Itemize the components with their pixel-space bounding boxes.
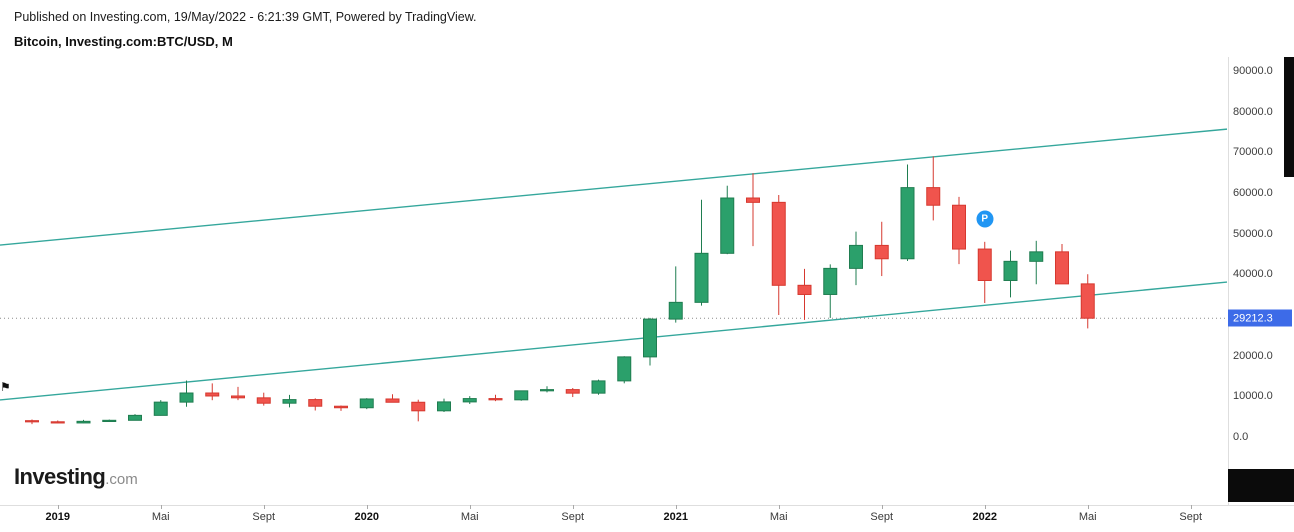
candle[interactable] [900,187,915,260]
candle[interactable] [359,398,374,409]
time-axis-label: 2020 [354,511,379,523]
candle[interactable] [668,301,683,320]
candle[interactable] [1055,251,1069,285]
price-axis-label: 80000.0 [1233,105,1273,118]
candle[interactable] [128,414,142,421]
candle[interactable] [462,398,477,403]
time-axis-label: 2021 [663,511,688,523]
price-axis-border [1228,57,1229,505]
time-axis-label: Mai [769,511,788,523]
candle[interactable] [76,420,91,424]
price-axis-label: 50000.0 [1233,227,1273,240]
candle[interactable] [205,392,220,397]
investing-logo: Investing.com [14,464,138,490]
time-axis-label: 2022 [972,511,997,523]
price-axis-label: 90000.0 [1233,64,1273,77]
time-axis-border [0,505,1294,506]
candle[interactable] [50,421,65,424]
time-axis-tick [572,505,574,509]
time-axis-label: Sept [561,511,585,523]
time-axis-label: Mai [1078,511,1097,523]
price-axis-label: 70000.0 [1233,146,1273,159]
candle[interactable] [1029,251,1044,262]
bottom-right-black-box [1228,469,1294,502]
candle[interactable] [643,318,657,358]
flag-icon: ⚑ [0,380,11,394]
candle[interactable] [488,398,503,401]
trendline-channel-lower[interactable] [0,281,1228,401]
candle[interactable] [179,392,194,403]
published-line: Published on Investing.com, 19/May/2022 … [14,10,477,24]
candle[interactable] [952,204,966,250]
price-axis-label: 20000.0 [1233,349,1273,362]
logo-tld: .com [105,471,138,488]
candle[interactable] [153,401,168,416]
time-axis-tick [366,505,368,509]
time-axis-tick [160,505,162,509]
position-marker[interactable]: P [976,210,994,228]
last-price-label: 29212.3 [1228,309,1292,327]
time-axis-label: Mai [151,511,170,523]
candle[interactable] [540,389,554,392]
candle[interactable] [308,399,323,407]
candle[interactable] [1080,283,1095,319]
candle[interactable] [823,267,838,295]
price-axis-label: 0.0 [1233,431,1249,443]
candle[interactable] [977,248,992,281]
candle[interactable] [617,356,632,382]
candle[interactable] [385,398,400,403]
time-axis-tick [881,505,883,509]
candle[interactable] [746,197,760,203]
time-axis-label: 2019 [45,511,70,523]
time-axis-tick [263,505,265,509]
candle[interactable] [1003,260,1018,281]
candle[interactable] [565,389,580,394]
candle[interactable] [256,397,271,404]
candle[interactable] [771,201,786,286]
time-axis-tick [1087,505,1089,509]
candle[interactable] [231,395,245,399]
candle[interactable] [720,197,735,254]
candle[interactable] [411,401,426,412]
candle[interactable] [849,244,863,269]
candle[interactable] [334,405,348,409]
candle[interactable] [25,420,39,423]
time-axis-tick [1190,505,1192,509]
candle[interactable] [694,252,709,303]
time-axis-label: Sept [252,511,276,523]
time-axis-label: Sept [870,511,894,523]
price-axis-label: 40000.0 [1233,268,1273,281]
candle[interactable] [102,419,117,423]
logo-text: Investing [14,464,106,489]
candle[interactable] [514,390,529,401]
time-axis-label: Sept [1179,511,1203,523]
candle[interactable] [591,380,606,394]
time-axis-label: Mai [460,511,479,523]
time-axis-tick [675,505,677,509]
time-axis-tick [469,505,471,509]
right-scrollbar[interactable] [1284,57,1294,177]
candle[interactable] [437,401,451,412]
time-axis-tick [778,505,780,509]
candle[interactable] [926,187,941,206]
candle[interactable] [874,244,889,260]
time-axis-tick [57,505,59,509]
time-axis-tick [984,505,986,509]
price-axis-label: 60000.0 [1233,186,1273,199]
price-axis-label: 10000.0 [1233,390,1273,403]
candle[interactable] [282,399,297,404]
trendline-channel-upper[interactable] [0,128,1228,246]
candle[interactable] [797,284,812,295]
symbol-title: Bitcoin, Investing.com:BTC/USD, M [14,34,233,49]
